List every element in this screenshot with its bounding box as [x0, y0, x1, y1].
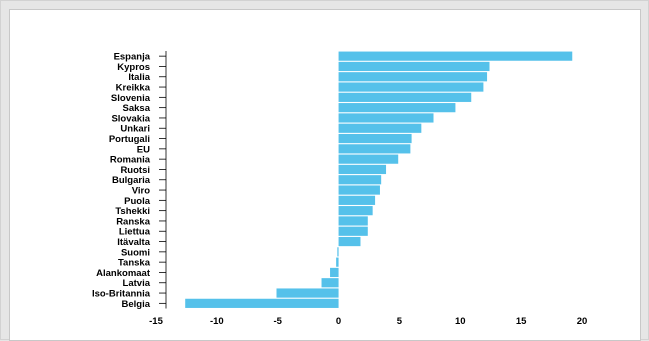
bar-latvia: [321, 278, 339, 288]
category-label: Espanja: [114, 52, 151, 63]
category-label: Slovakia: [111, 113, 150, 124]
bar-suomi: [337, 247, 339, 257]
bar-ranska: [338, 216, 368, 226]
category-label: Kypros: [117, 62, 150, 73]
category-label: EU: [137, 144, 150, 155]
category-label: Bulgaria: [112, 175, 151, 186]
bar-ruotsi: [338, 164, 387, 175]
category-label: Unkari: [120, 124, 150, 135]
category-label: Ranska: [116, 216, 151, 227]
bar-belgia: [185, 298, 339, 308]
bar-unkari: [338, 123, 422, 133]
bar-liettua: [338, 226, 368, 236]
category-label: Belgia: [121, 299, 150, 310]
category-label: Ruotsi: [120, 165, 150, 176]
category-label: Romania: [110, 155, 151, 166]
labels-group: EspanjaKyprosItaliaKreikkaSloveniaSaksaS…: [92, 52, 587, 327]
category-label: Italia: [128, 72, 150, 83]
bar-iso-britannia: [276, 288, 339, 298]
x-tick-label: 5: [397, 316, 403, 327]
bar-slovakia: [338, 113, 434, 123]
category-label: Iso-Britannia: [92, 288, 151, 299]
bar-romania: [338, 154, 399, 164]
category-label: Liettua: [119, 227, 151, 238]
bar-alankomaat: [330, 267, 339, 278]
bar-kypros: [338, 61, 490, 72]
bar-italia: [338, 72, 488, 82]
bar-bulgaria: [338, 175, 382, 185]
category-label: Itävalta: [117, 237, 150, 248]
category-label: Suomi: [121, 247, 150, 258]
category-label: Alankomaat: [96, 268, 151, 279]
bar-puola: [338, 195, 376, 205]
x-tick-label: 10: [455, 316, 466, 327]
category-label: Slovenia: [111, 93, 151, 104]
bars-group: [185, 51, 573, 308]
bar-tanska: [336, 257, 339, 267]
bar-viro: [338, 185, 380, 195]
category-label: Tanska: [118, 258, 151, 269]
bar-portugali: [338, 133, 412, 144]
bar-kreikka: [338, 82, 484, 92]
bar-saksa: [338, 103, 456, 113]
category-label: Kreikka: [116, 82, 151, 93]
category-label: Viro: [132, 185, 151, 196]
bar-espanja: [338, 51, 573, 61]
bar-slovenia: [338, 92, 472, 102]
x-tick-label: -5: [273, 316, 282, 327]
x-tick-label: 0: [336, 316, 341, 327]
x-tick-label: -10: [210, 316, 224, 327]
bar-eu: [338, 144, 411, 154]
bar-itävalta: [338, 236, 361, 247]
axes-group: [159, 51, 167, 309]
category-label: Puola: [124, 196, 151, 207]
category-label: Portugali: [109, 134, 150, 145]
x-tick-label: 15: [516, 316, 527, 327]
x-tick-label: -15: [149, 316, 163, 327]
x-tick-label: 20: [577, 316, 588, 327]
category-label: Latvia: [123, 278, 151, 289]
bar-tshekki: [338, 206, 373, 216]
category-label: Tshekki: [115, 206, 150, 217]
category-label: Saksa: [123, 103, 151, 114]
